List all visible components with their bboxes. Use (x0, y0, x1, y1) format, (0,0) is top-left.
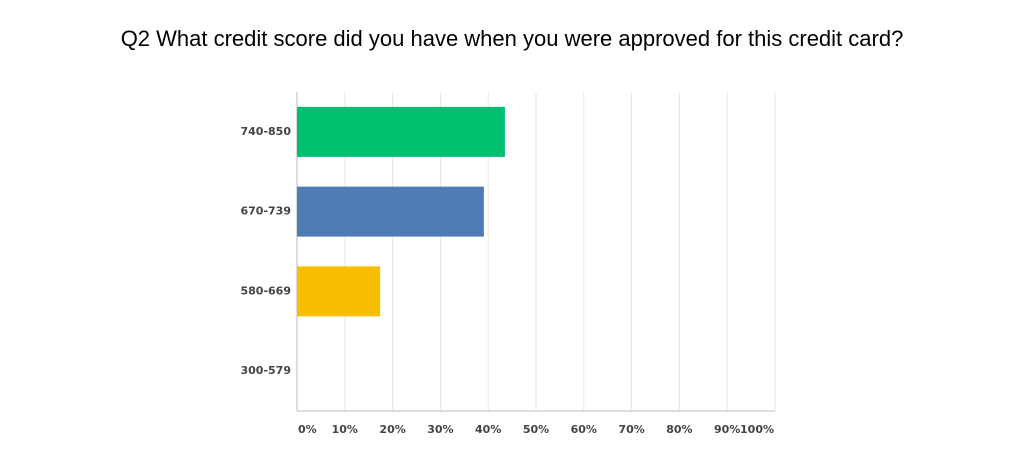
x-tick-label: 100% (740, 423, 774, 436)
x-tick-label: 60% (571, 423, 597, 436)
chart-title: Q2 What credit score did you have when y… (121, 26, 904, 51)
x-tick-label: 70% (618, 423, 644, 436)
bar (297, 186, 484, 237)
x-tick-label: 0% (298, 423, 317, 436)
x-tick-label: 30% (427, 423, 453, 436)
x-tick-label: 10% (332, 423, 358, 436)
x-tick-label: 90% (714, 423, 740, 436)
x-tick-label: 50% (523, 423, 549, 436)
x-tick-label: 20% (379, 423, 405, 436)
bar (297, 106, 505, 157)
y-tick-label: 300-579 (241, 364, 292, 377)
y-tick-label: 580-669 (241, 284, 292, 297)
bar (297, 266, 381, 317)
x-tick-label: 80% (666, 423, 692, 436)
y-tick-label: 670-739 (241, 205, 292, 218)
x-tick-label: 40% (475, 423, 501, 436)
y-tick-label: 740-850 (241, 125, 292, 138)
